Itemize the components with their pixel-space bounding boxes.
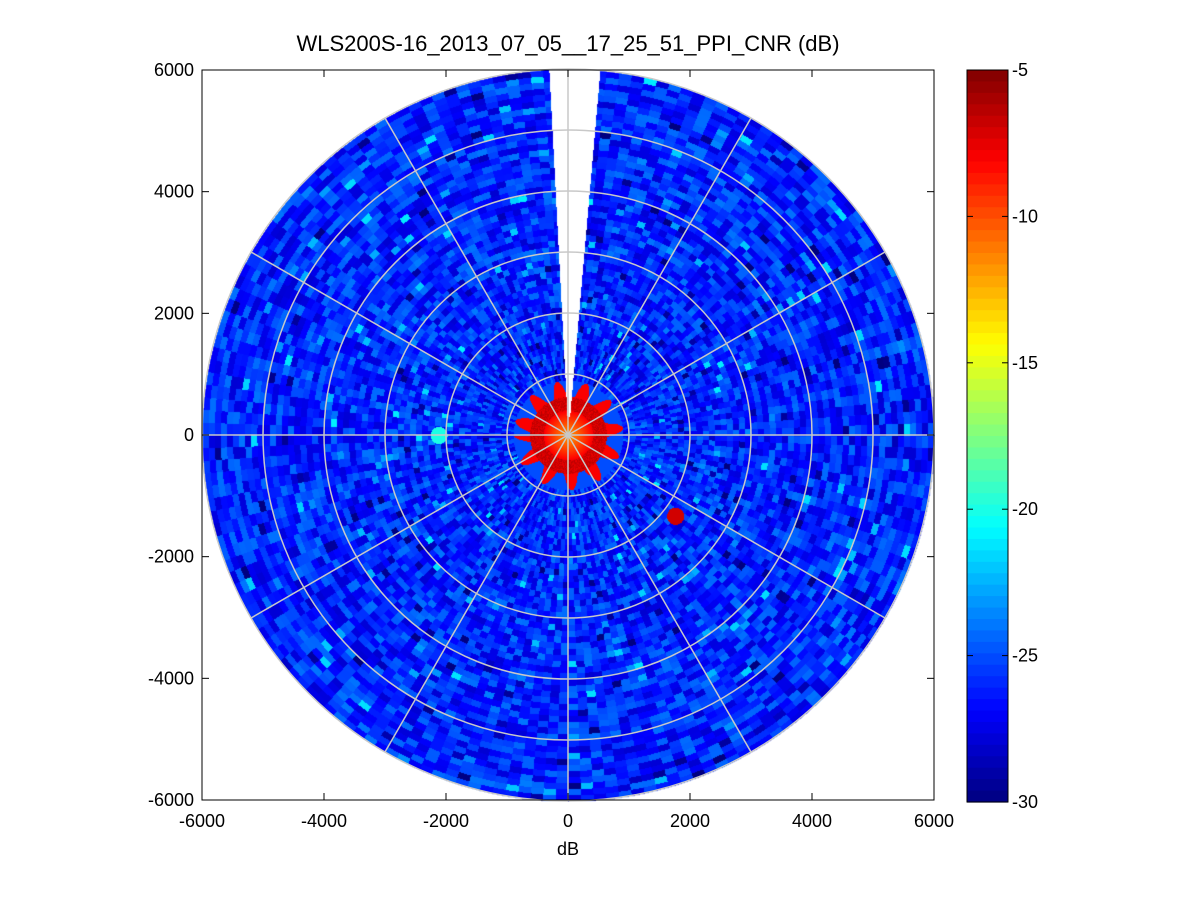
x-tick-label: -4000	[301, 811, 347, 831]
colorbar-swatch	[967, 756, 1008, 769]
axis-ticks: -6000 -4000 -2000 0 2000 4000 6000 6000 4000 2000…	[148, 60, 954, 831]
colorbar-swatch	[967, 184, 1008, 197]
x-tick-label: 2000	[670, 811, 710, 831]
colorbar-swatch	[967, 641, 1008, 654]
colorbar-swatch	[967, 470, 1008, 483]
x-tick-label: -2000	[423, 811, 469, 831]
colorbar-tick-label: -15	[1012, 353, 1038, 373]
colorbar-swatch	[967, 413, 1008, 426]
colorbar-swatch	[967, 779, 1008, 792]
colorbar-swatch	[967, 596, 1008, 609]
colorbar-swatch	[967, 218, 1008, 231]
colorbar-swatch	[967, 390, 1008, 403]
colorbar-swatch	[967, 138, 1008, 151]
colorbar-swatch	[967, 275, 1008, 288]
colorbar-swatch	[967, 321, 1008, 334]
azimuth-spoke	[567, 251, 886, 436]
y-tick-label: 6000	[154, 60, 194, 80]
colorbar-swatch	[967, 550, 1008, 563]
colorbar-swatch	[967, 81, 1008, 94]
colorbar-tick-label: -10	[1012, 206, 1038, 226]
colorbar-swatch	[967, 150, 1008, 163]
y-tick-label: 2000	[154, 303, 194, 323]
colorbar-swatch	[967, 92, 1008, 105]
colorbar-swatch	[967, 584, 1008, 597]
colorbar-swatch	[967, 436, 1008, 449]
colorbar-swatch	[967, 676, 1008, 689]
x-tick-label: 6000	[914, 811, 954, 831]
azimuth-spoke	[567, 434, 886, 619]
y-tick-label: -2000	[148, 547, 194, 567]
azimuth-spoke	[567, 434, 752, 753]
colorbar-swatch	[967, 653, 1008, 666]
colorbar-swatch	[967, 527, 1008, 540]
colorbar-swatch	[967, 790, 1008, 803]
colorbar-swatch	[967, 538, 1008, 551]
colorbar-swatch	[967, 767, 1008, 780]
colorbar-swatch	[967, 241, 1008, 254]
colorbar-swatch	[967, 458, 1008, 471]
colorbar-swatch	[967, 710, 1008, 723]
azimuth-spoke	[250, 251, 569, 436]
colorbar-swatch	[967, 744, 1008, 757]
colorbar-tick-label: -5	[1012, 60, 1028, 80]
colorbar-swatch	[967, 367, 1008, 380]
colorbar-swatch	[967, 230, 1008, 243]
colorbar-swatch	[967, 378, 1008, 391]
colorbar-swatch	[967, 264, 1008, 277]
colorbar-swatch	[967, 493, 1008, 506]
colorbar-swatch	[967, 607, 1008, 620]
colorbar-swatch	[967, 664, 1008, 677]
colorbar-swatch	[967, 424, 1008, 437]
colorbar-swatch	[967, 253, 1008, 266]
colorbar-swatch	[967, 481, 1008, 494]
azimuth-spoke	[384, 117, 569, 436]
colorbar-tick-label: -30	[1012, 792, 1038, 812]
colorbar-swatch	[967, 721, 1008, 734]
colorbar-tick-label: -20	[1012, 499, 1038, 519]
azimuth-spoke	[384, 434, 569, 753]
colorbar-swatch	[967, 287, 1008, 300]
azimuth-spoke	[250, 434, 569, 619]
colorbar-swatch	[967, 401, 1008, 414]
colorbar-swatch	[967, 127, 1008, 140]
colorbar-swatch	[967, 355, 1008, 368]
colorbar-swatch	[967, 70, 1008, 83]
colorbar-swatch	[967, 115, 1008, 128]
colorbar-swatch	[967, 573, 1008, 586]
x-tick-label: -6000	[179, 811, 225, 831]
colorbar-swatch	[967, 516, 1008, 529]
azimuth-spoke	[567, 117, 752, 436]
colorbar-swatch	[967, 733, 1008, 746]
colorbar-swatch	[967, 504, 1008, 517]
colorbar-swatch	[967, 561, 1008, 574]
colorbar-swatch	[967, 172, 1008, 185]
colorbar-swatch	[967, 630, 1008, 643]
colorbar-swatch	[967, 161, 1008, 174]
colorbar-tick-label: -25	[1012, 646, 1038, 666]
colorbar-swatch	[967, 619, 1008, 632]
colorbar-frame	[966, 69, 1009, 803]
colorbar-swatch	[967, 344, 1008, 357]
y-tick-label: 0	[184, 425, 194, 445]
x-tick-label: 0	[563, 811, 573, 831]
y-tick-label: 4000	[154, 182, 194, 202]
colorbar-swatch	[967, 195, 1008, 208]
colorbar-swatch	[967, 310, 1008, 323]
colorbar: -5 -10 -15 -20 -25 -30	[966, 60, 1038, 812]
colorbar-swatch	[967, 447, 1008, 460]
colorbar-swatch	[967, 699, 1008, 712]
colorbar-swatch	[967, 207, 1008, 220]
x-axis-label: dB	[557, 839, 579, 859]
colorbar-swatch	[967, 333, 1008, 346]
chart-title: WLS200S-16_2013_07_05__17_25_51_PPI_CNR …	[296, 31, 839, 56]
colorbar-swatch	[967, 298, 1008, 311]
y-tick-label: -6000	[148, 790, 194, 810]
x-tick-label: 4000	[792, 811, 832, 831]
colorbar-swatch	[967, 104, 1008, 117]
colorbar-swatch	[967, 687, 1008, 700]
y-tick-label: -4000	[148, 668, 194, 688]
